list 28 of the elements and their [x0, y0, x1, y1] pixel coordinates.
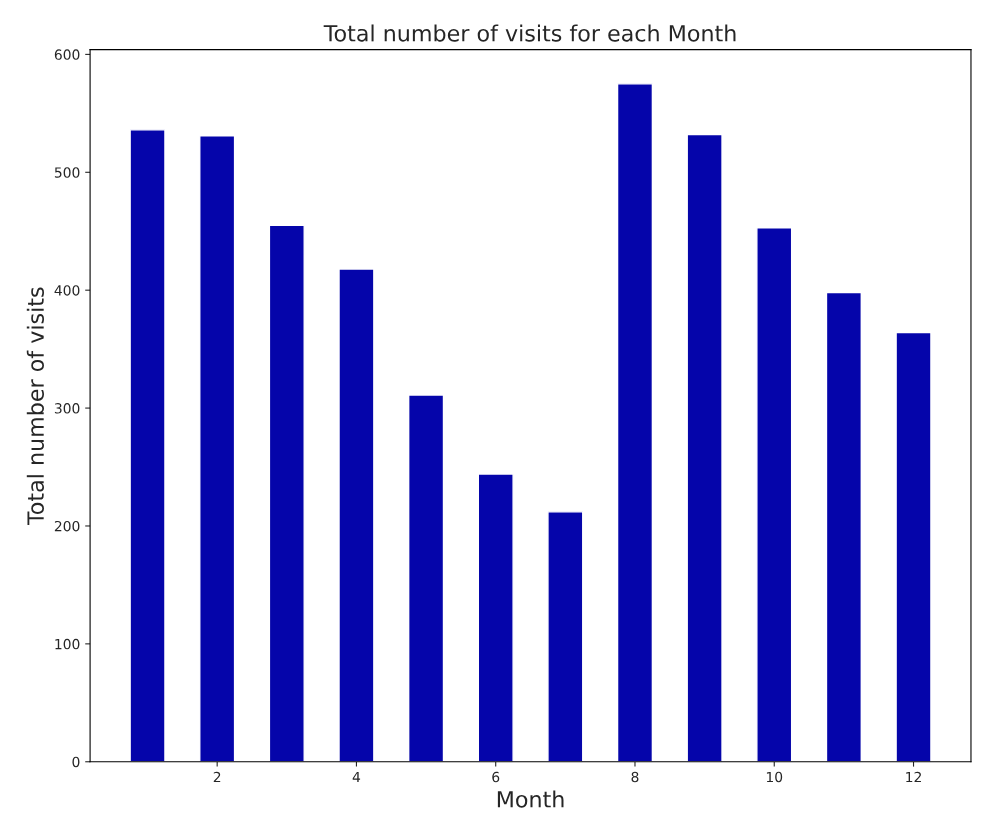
bar	[129, 129, 166, 762]
bar	[338, 268, 375, 762]
bar	[477, 473, 514, 762]
y-tick-label: 400	[54, 285, 80, 296]
x-tick-label: 8	[631, 771, 639, 783]
bar	[616, 83, 654, 762]
bar	[895, 331, 932, 762]
y-axis-title: Total number of visits	[26, 287, 44, 526]
y-tick-label: 200	[54, 520, 80, 532]
x-axis-title: Month	[497, 790, 564, 808]
bar	[268, 224, 305, 762]
bar	[756, 227, 793, 762]
x-tick-label: 10	[766, 771, 783, 783]
y-tick-label: 500	[54, 167, 80, 178]
y-tick-label: 0	[72, 756, 80, 768]
x-tick-label: 12	[906, 771, 921, 783]
y-tick-label: 100	[55, 638, 80, 650]
y-tick-label: 600	[54, 49, 80, 60]
bar	[686, 133, 723, 762]
x-tick-label: 2	[213, 771, 221, 783]
x-tick-label: 6	[492, 771, 500, 783]
bar	[199, 135, 236, 762]
chart-title: Total number of visits for each Month	[323, 24, 736, 42]
x-tick-label: 4	[352, 771, 361, 783]
y-tick-label: 300	[54, 403, 80, 414]
bar	[825, 291, 862, 762]
bar	[407, 394, 445, 762]
bar	[547, 511, 584, 762]
